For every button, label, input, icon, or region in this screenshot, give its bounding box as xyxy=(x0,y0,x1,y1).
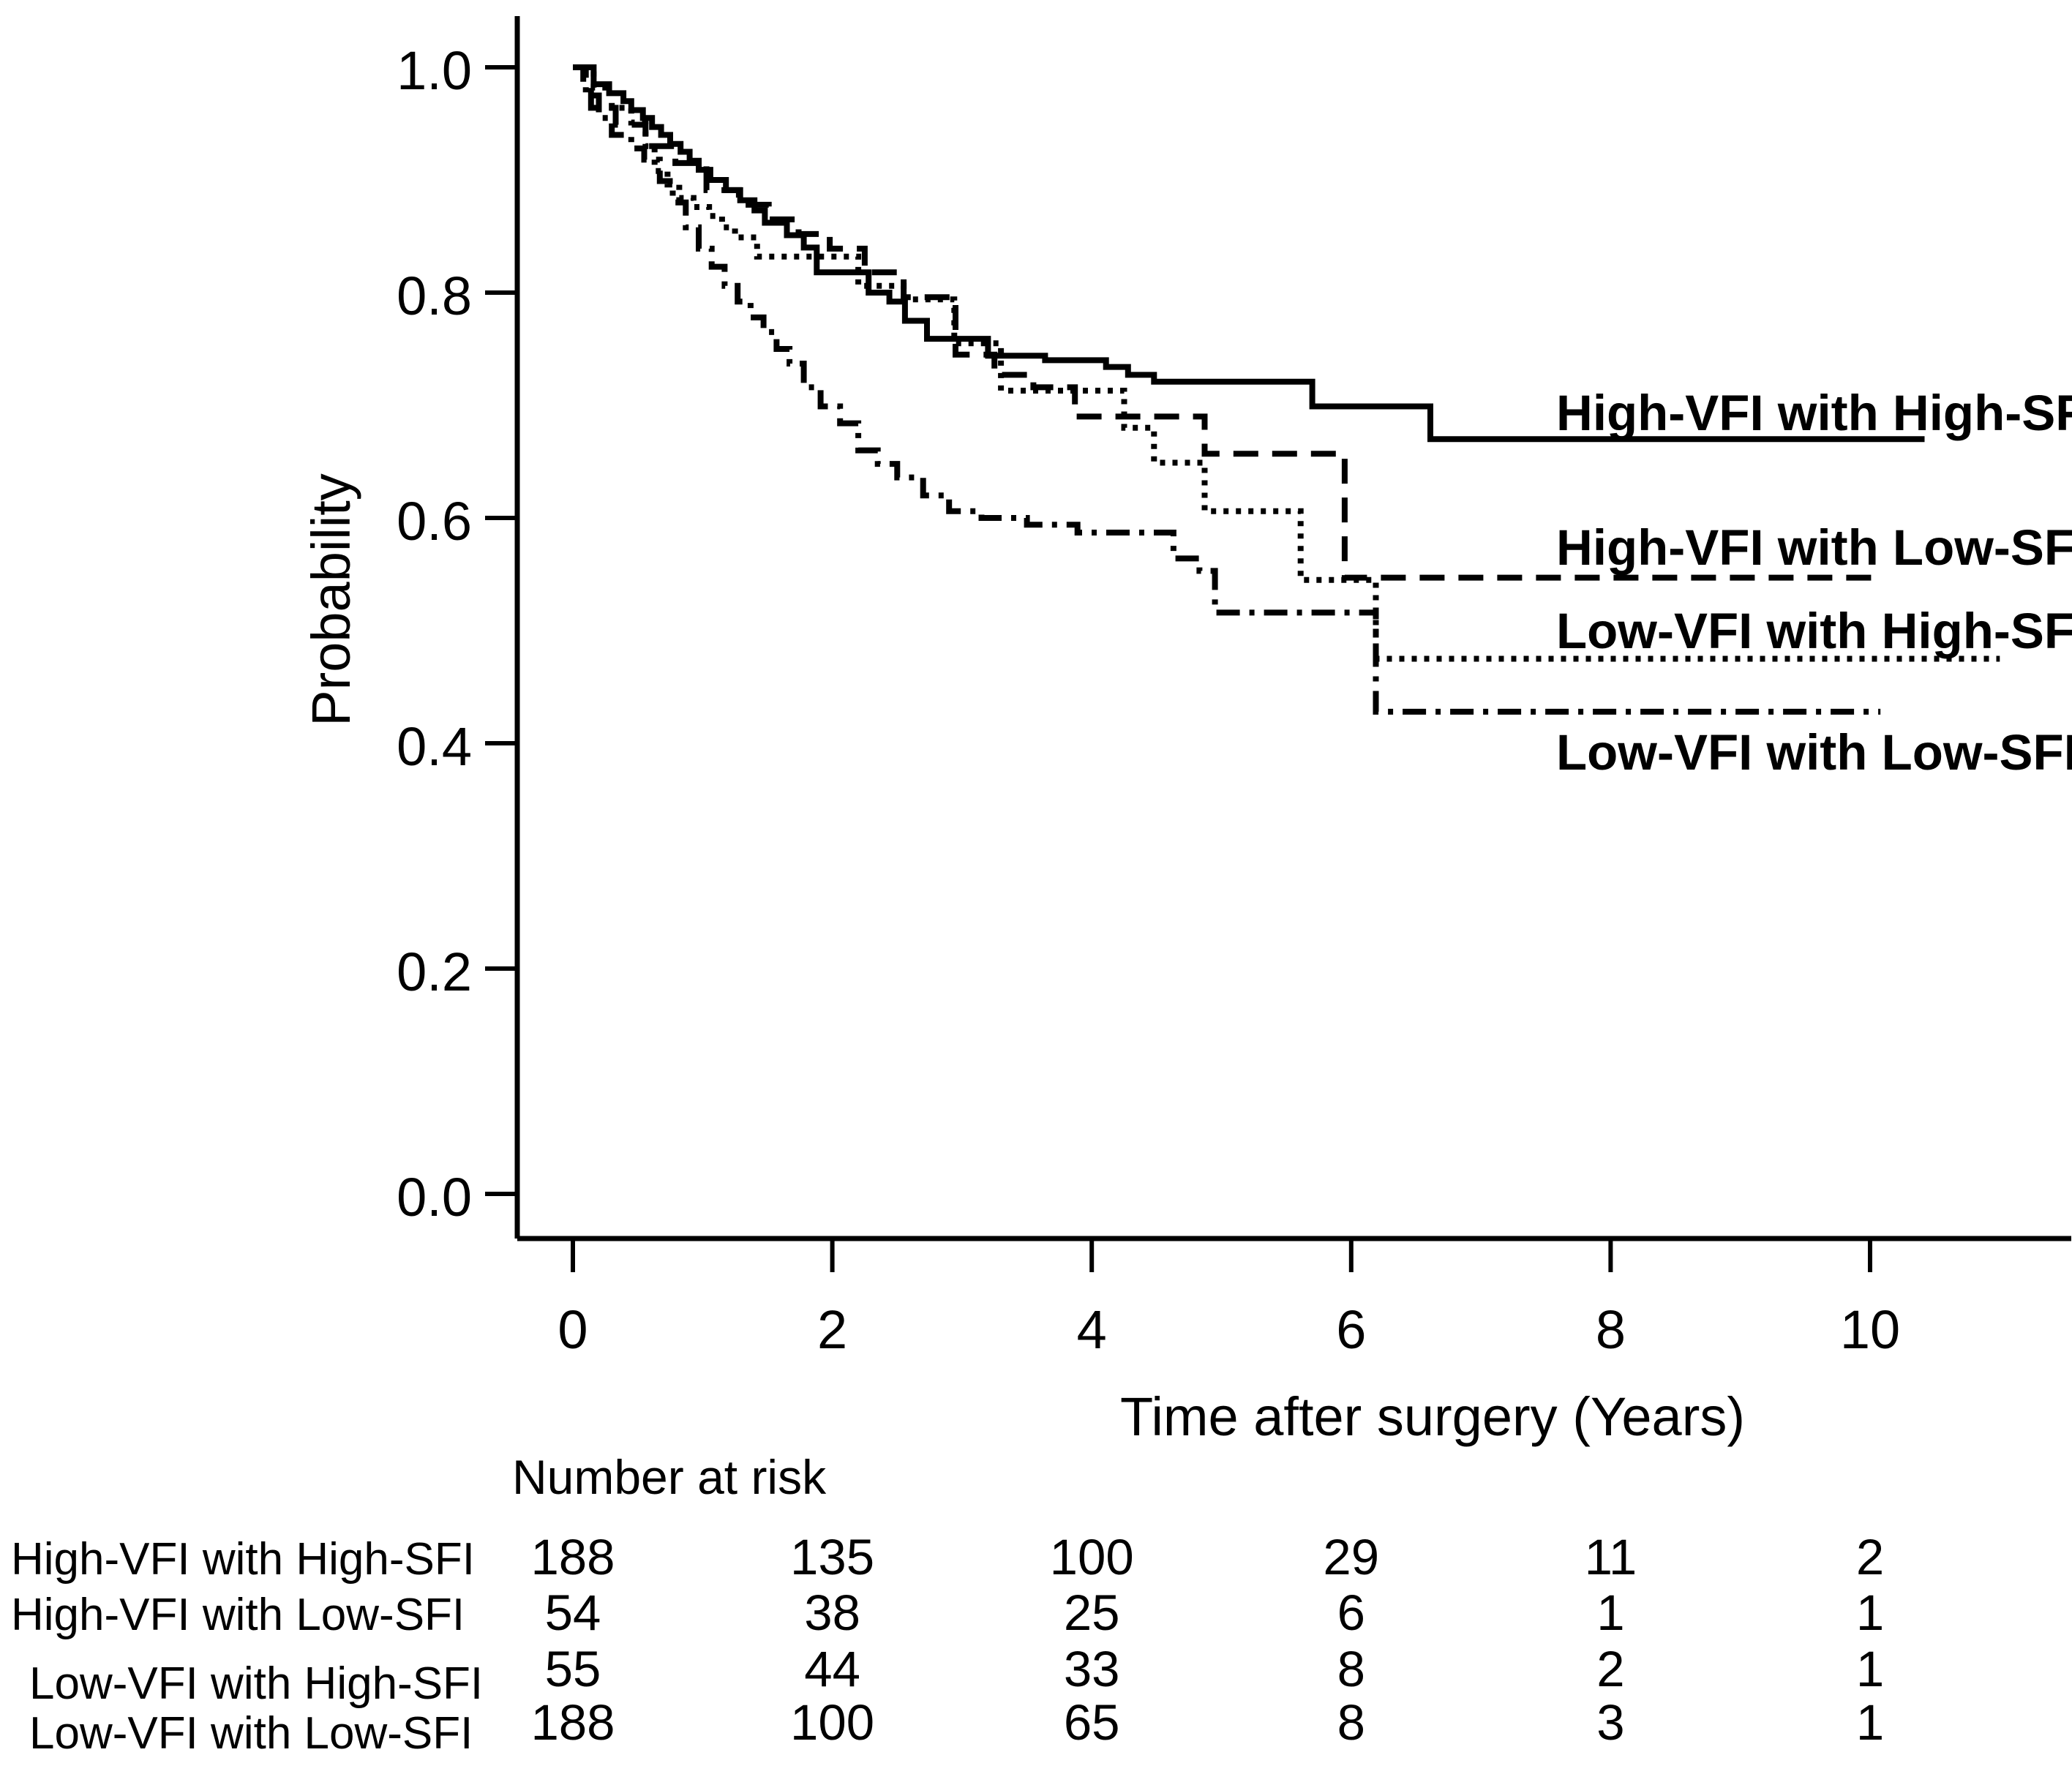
risk-table: High-VFI with High-SFI High-VFI with Low… xyxy=(11,1529,1884,1759)
curve-label-high-vfi-low-sfi: High-VFI with Low-SFI xyxy=(1556,519,2072,576)
y-tick-label: 0.6 xyxy=(397,491,472,552)
km-curve-high-vfi-with-low-sfi xyxy=(573,64,1881,581)
risk-value: 8 xyxy=(1337,1641,1365,1697)
x-tick-label: 2 xyxy=(817,1299,847,1360)
x-axis-title: Time after surgery (Years) xyxy=(1120,1386,1745,1447)
x-axis-ticks: 0 2 4 6 8 10 xyxy=(558,1239,1900,1360)
risk-value: 33 xyxy=(1064,1641,1120,1697)
risk-table-row-labels: High-VFI with High-SFI High-VFI with Low… xyxy=(11,1534,483,1759)
risk-value: 6 xyxy=(1337,1585,1365,1641)
risk-value: 54 xyxy=(545,1585,601,1641)
risk-value: 11 xyxy=(1585,1529,1637,1585)
km-curve-high-vfi-with-high-sfi xyxy=(573,64,1925,443)
y-axis-ticks: 0.0 0.2 0.4 0.6 0.8 1.0 xyxy=(397,40,517,1228)
risk-value: 188 xyxy=(530,1694,615,1751)
curve-labels: High-VFI with High-SFI High-VFI with Low… xyxy=(1556,385,2072,781)
curve-label-high-vfi-high-sfi: High-VFI with High-SFI xyxy=(1556,385,2072,441)
risk-value: 44 xyxy=(804,1641,860,1697)
risk-row-label: Low-VFI with Low-SFI xyxy=(29,1708,473,1759)
risk-value: 38 xyxy=(804,1585,860,1641)
y-tick-label: 0.2 xyxy=(397,942,472,1002)
x-tick-label: 4 xyxy=(1077,1299,1107,1360)
risk-row-label: Low-VFI with High-SFI xyxy=(29,1658,483,1709)
km-curve-low-vfi-with-high-sfi xyxy=(573,64,2000,662)
x-tick-label: 0 xyxy=(558,1299,588,1360)
km-curve-low-vfi-with-low-sfi xyxy=(573,64,1881,715)
risk-value: 1 xyxy=(1856,1585,1884,1641)
risk-value: 135 xyxy=(790,1529,874,1585)
curve-label-low-vfi-high-sfi: Low-VFI with High-SFI xyxy=(1556,603,2072,659)
y-tick-label: 0.0 xyxy=(397,1167,472,1228)
x-tick-label: 10 xyxy=(1840,1299,1900,1360)
risk-value: 2 xyxy=(1596,1641,1624,1697)
curve-label-low-vfi-low-sfi: Low-VFI with Low-SFI xyxy=(1556,724,2072,781)
risk-value: 8 xyxy=(1337,1694,1365,1751)
risk-value: 1 xyxy=(1596,1585,1624,1641)
risk-value: 1 xyxy=(1856,1694,1884,1751)
risk-value: 29 xyxy=(1323,1529,1379,1585)
y-tick-label: 1.0 xyxy=(397,40,472,101)
risk-value: 25 xyxy=(1064,1585,1120,1641)
risk-value: 1 xyxy=(1856,1641,1884,1697)
y-axis-title: Probability xyxy=(301,473,361,726)
risk-value: 100 xyxy=(790,1694,874,1751)
x-tick-label: 6 xyxy=(1336,1299,1366,1360)
risk-row-label: High-VFI with High-SFI xyxy=(11,1534,475,1585)
y-tick-label: 0.4 xyxy=(397,716,472,777)
axes: 0.0 0.2 0.4 0.6 0.8 1.0 0 2 4 6 8 10 xyxy=(397,16,2071,1360)
risk-value: 3 xyxy=(1596,1694,1624,1751)
y-tick-label: 0.8 xyxy=(397,266,472,326)
risk-value: 188 xyxy=(530,1529,615,1585)
survival-curves xyxy=(573,64,2000,715)
risk-value: 65 xyxy=(1064,1694,1120,1751)
risk-value: 55 xyxy=(545,1641,601,1697)
risk-row-label: High-VFI with Low-SFI xyxy=(11,1590,465,1640)
risk-value: 100 xyxy=(1050,1529,1134,1585)
risk-value: 2 xyxy=(1856,1529,1884,1585)
x-tick-label: 8 xyxy=(1596,1299,1626,1360)
risk-table-header: Number at risk xyxy=(512,1450,827,1504)
